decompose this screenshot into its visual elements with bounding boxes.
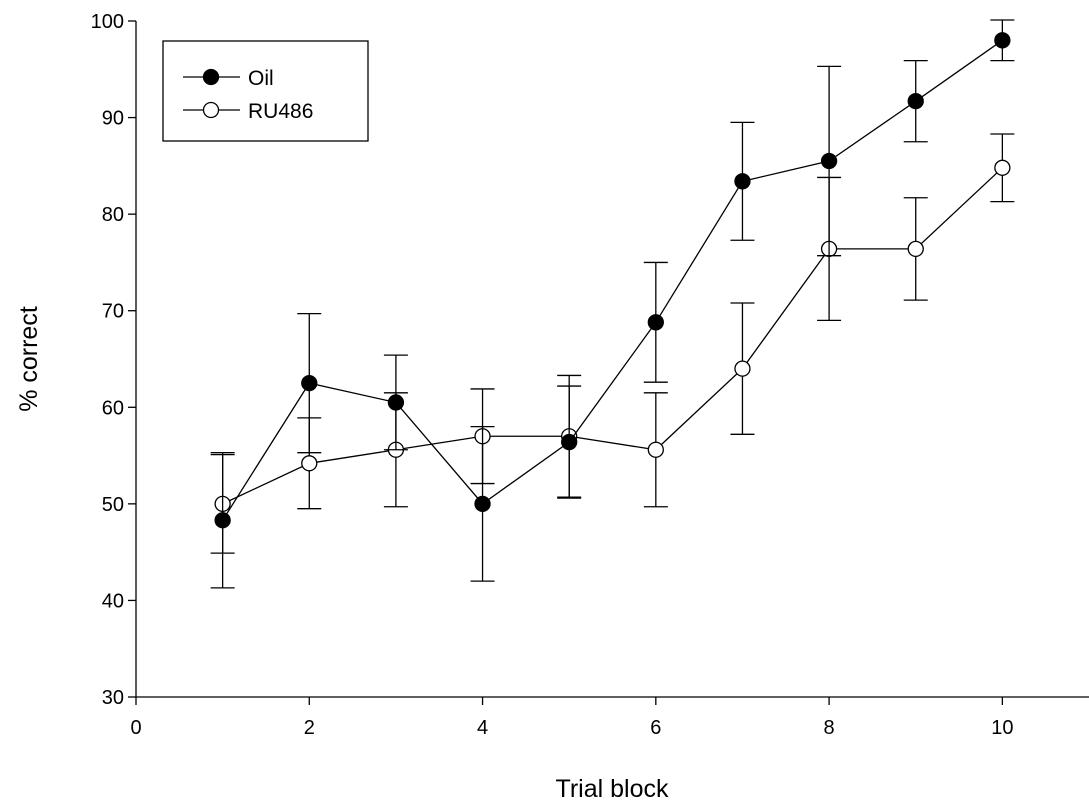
y-tick-label: 70 [102,301,124,323]
data-point [214,512,231,529]
data-point [734,360,751,377]
y-tick-label: 60 [102,397,124,419]
y-axis-label: % correct [15,306,43,412]
data-point [820,152,838,170]
x-axis-label: Trial block [556,775,669,803]
data-point [734,173,751,190]
data-point [647,441,664,458]
legend-item-ru486: RU486 [183,100,313,123]
series-oil [210,19,1015,589]
x-tick-label: 8 [824,717,835,739]
data-point [994,159,1011,176]
data-point [301,374,318,392]
data-point [907,93,924,110]
y-tick-label: 30 [102,687,124,709]
series-line [222,39,1003,521]
series-ru486 [210,133,1015,554]
x-tick-label: 0 [130,717,141,739]
y-tick-label: 80 [102,204,124,226]
legend-item-oil: Oil [183,67,274,90]
x-tick-label: 2 [304,717,315,739]
legend: Oil RU486 [162,40,369,142]
series-line [222,167,1003,505]
y-tick-label: 50 [102,494,124,516]
data-point [647,314,664,331]
series-layer [210,19,1015,589]
axes: 30 40 50 60 70 80 90 100 0 2 4 6 8 10 [91,11,1089,739]
data-point [301,455,318,472]
data-point [907,240,924,258]
data-point [387,394,405,411]
x-tick-label: 4 [477,717,488,739]
data-point [994,32,1011,49]
x-tick-label: 6 [650,717,661,739]
legend-items: Oil RU486 [183,67,313,123]
data-point [561,433,578,451]
legend-marker [202,101,220,119]
y-tick-label: 40 [102,590,124,612]
y-tick-label: 100 [91,11,124,33]
y-tick-label: 90 [102,108,124,130]
legend-label: Oil [248,67,274,90]
x-tick-label: 10 [991,717,1013,739]
legend-label: RU486 [248,100,313,123]
legend-box [162,40,369,142]
data-point [474,495,491,513]
legend-marker [202,68,220,86]
